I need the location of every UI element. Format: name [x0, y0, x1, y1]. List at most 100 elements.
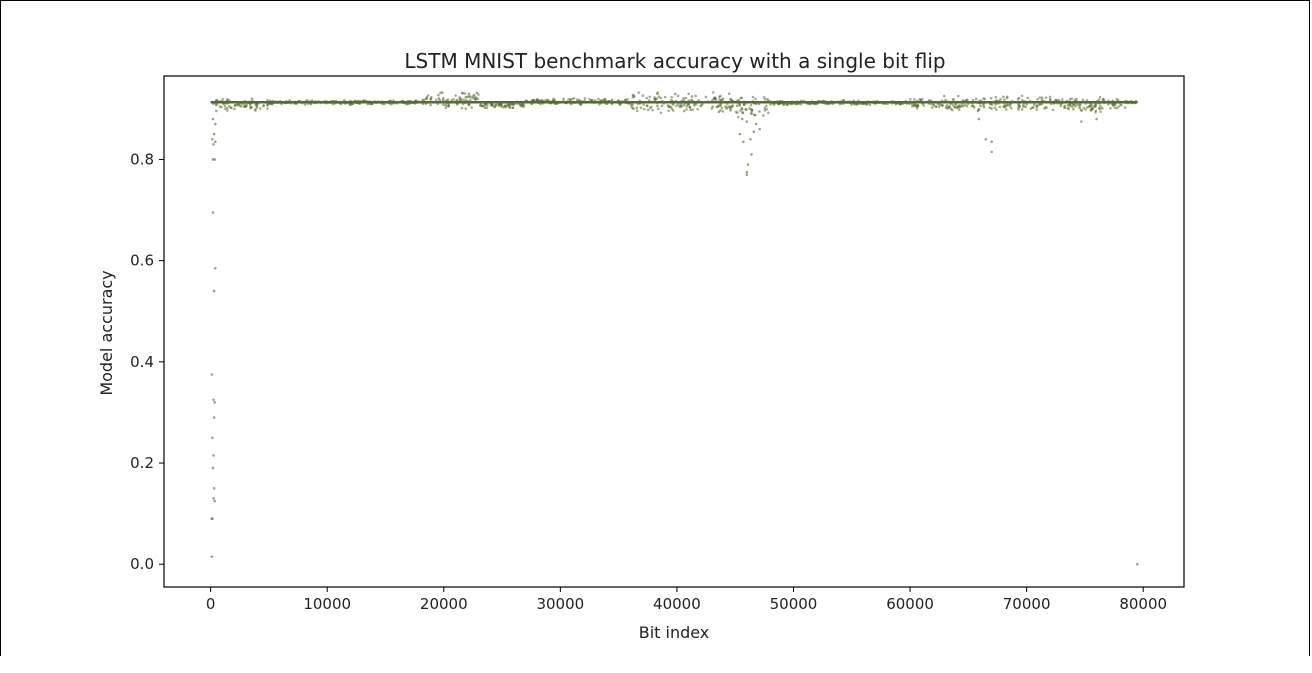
data-point: [447, 105, 450, 108]
data-point: [1099, 110, 1102, 113]
outlier-point: [212, 454, 215, 457]
data-point: [653, 97, 656, 101]
data-point: [750, 108, 753, 111]
data-point: [899, 102, 902, 106]
data-point: [765, 104, 768, 108]
data-point: [221, 98, 225, 101]
data-point: [687, 92, 691, 96]
y-axis-label: Model accuracy: [97, 270, 116, 395]
data-point: [930, 106, 934, 109]
data-point: [670, 107, 674, 110]
data-point: [676, 94, 680, 98]
outlier-point: [211, 117, 215, 121]
data-point: [735, 111, 739, 114]
data-point: [250, 97, 254, 101]
outlier-point: [742, 140, 745, 144]
data-point: [729, 97, 732, 101]
data-point: [977, 107, 981, 111]
outlier-point: [745, 173, 749, 176]
outlier-point: [758, 127, 761, 131]
data-point: [1045, 106, 1048, 109]
data-point: [444, 106, 448, 110]
data-point: [990, 107, 993, 110]
outlier-point: [211, 466, 215, 470]
data-point: [1094, 104, 1097, 108]
x-tick-label: 70000: [1003, 595, 1051, 613]
data-point: [913, 98, 916, 101]
data-point: [868, 103, 872, 106]
data-point: [679, 103, 683, 106]
data-point: [588, 97, 591, 101]
data-point: [994, 96, 998, 99]
data-point: [470, 106, 473, 109]
data-point: [1117, 105, 1120, 108]
data-point: [426, 94, 430, 97]
data-point: [249, 105, 253, 109]
data-point: [610, 98, 614, 102]
outlier-point: [213, 158, 217, 161]
data-point: [675, 104, 678, 108]
data-point: [446, 98, 450, 101]
data-point: [961, 103, 964, 106]
data-point: [1003, 98, 1006, 101]
data-point: [1097, 98, 1101, 101]
outlier-point: [752, 130, 756, 133]
data-point: [666, 103, 670, 107]
data-point: [957, 94, 960, 98]
x-tick-label: 20000: [420, 595, 468, 613]
data-point: [671, 103, 675, 106]
data-point: [952, 97, 955, 101]
data-point: [670, 95, 673, 99]
data-point: [646, 108, 650, 112]
x-tick-label: 60000: [886, 595, 934, 613]
data-point: [1059, 104, 1063, 108]
data-point: [660, 104, 664, 108]
data-point: [1101, 98, 1105, 101]
y-tick-label: 0.8: [130, 150, 154, 168]
data-point: [223, 104, 227, 108]
data-point: [244, 104, 247, 108]
data-point: [255, 103, 259, 107]
data-point: [1115, 106, 1119, 110]
data-point: [1119, 104, 1123, 107]
data-point: [508, 106, 512, 109]
data-point: [1112, 104, 1115, 107]
data-point: [729, 107, 732, 111]
data-point: [940, 104, 943, 107]
data-point: [696, 107, 700, 111]
ticks-layer: 0 10000 20000 30000 40000 50000 60000 70000 8000…: [130, 150, 1167, 613]
data-point: [224, 107, 227, 110]
outlier-point: [212, 289, 216, 293]
data-point: [957, 108, 961, 111]
data-point: [572, 96, 576, 100]
y-tick-label: 0.0: [130, 555, 154, 573]
data-point: [480, 104, 484, 108]
data-point: [762, 95, 766, 99]
data-point: [463, 92, 467, 95]
x-tick-label: 30000: [536, 595, 584, 613]
data-point: [444, 103, 448, 107]
data-point: [303, 103, 307, 106]
data-point: [475, 91, 479, 95]
data-point: [1109, 106, 1112, 110]
data-point: [253, 109, 257, 112]
data-point: [1005, 96, 1009, 100]
data-point: [751, 95, 755, 99]
data-point: [233, 107, 236, 111]
data-point: [1098, 107, 1102, 111]
y-tick-label: 0.6: [130, 252, 154, 270]
data-point: [1044, 96, 1048, 100]
data-point: [953, 105, 957, 109]
data-point: [455, 98, 459, 102]
outlier-point: [977, 117, 981, 121]
data-point: [520, 103, 524, 107]
data-point: [970, 104, 974, 108]
data-point: [748, 107, 751, 110]
data-point: [531, 98, 535, 102]
data-point: [1068, 98, 1072, 101]
data-point: [1114, 103, 1117, 107]
outlier-point: [213, 499, 217, 503]
data-point: [1032, 106, 1035, 109]
outlier-point: [740, 117, 744, 121]
data-point: [1026, 96, 1030, 100]
